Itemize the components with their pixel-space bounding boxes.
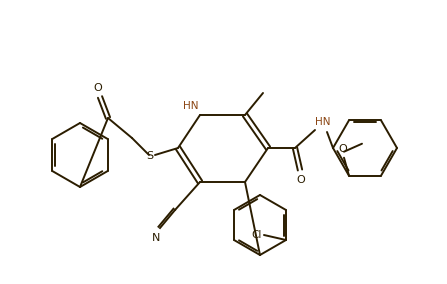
Text: N: N	[152, 233, 160, 243]
Text: O: O	[297, 175, 305, 185]
Text: O: O	[339, 144, 347, 154]
Text: HN: HN	[315, 117, 330, 127]
Text: O: O	[93, 83, 102, 93]
Text: Cl: Cl	[252, 230, 262, 240]
Text: S: S	[146, 151, 153, 161]
Text: HN: HN	[182, 101, 198, 111]
